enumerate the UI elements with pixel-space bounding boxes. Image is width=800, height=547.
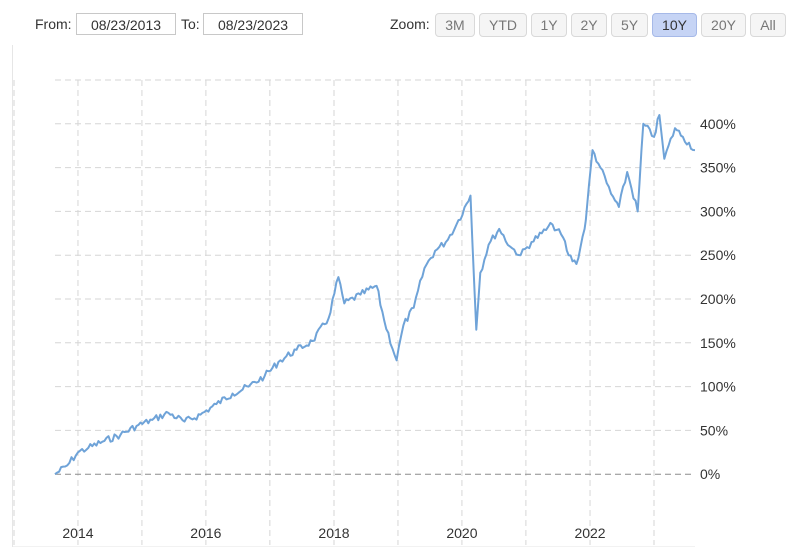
to-date-input[interactable]: 08/23/2023 (203, 13, 303, 35)
zoom-3m-button[interactable]: 3M (435, 13, 475, 37)
y-tick-label: 50% (700, 422, 728, 438)
zoom-5y-label: 5Y (620, 17, 639, 33)
series-line (54, 114, 696, 475)
y-tick-label: 100% (700, 379, 736, 395)
from-date-input[interactable]: 08/23/2013 (76, 13, 176, 35)
zoom-1y-button[interactable]: 1Y (531, 13, 567, 37)
to-label: To: (181, 16, 200, 32)
chart-left-border (0, 45, 13, 547)
zoom-10y-label: 10Y (662, 17, 687, 33)
y-tick-label: 400% (700, 116, 736, 132)
y-axis-tick-labels: 0% 50% 100% 150% 200% 250% 300% 350% 400% (700, 116, 736, 482)
grid-layer (13, 79, 695, 545)
zoom-2y-label: 2Y (580, 17, 598, 33)
x-axis-tick-labels: 2014 2016 2018 2020 2022 (62, 525, 605, 541)
zoom-10y-button[interactable]: 10Y (652, 13, 697, 37)
zoom-ytd-label: YTD (489, 17, 517, 33)
x-tick-label: 2018 (318, 525, 349, 541)
zoom-2y-button[interactable]: 2Y (571, 13, 607, 37)
zoom-20y-label: 20Y (711, 17, 736, 33)
x-tick-label: 2014 (62, 525, 93, 541)
from-label: From: (35, 16, 72, 32)
series-layer (54, 114, 696, 475)
y-tick-label: 200% (700, 291, 736, 307)
zoom-5y-button[interactable]: 5Y (611, 13, 648, 37)
zoom-all-button[interactable]: All (750, 13, 786, 37)
y-tick-label: 250% (700, 247, 736, 263)
zoom-label: Zoom: (390, 16, 430, 32)
x-tick-label: 2022 (574, 525, 605, 541)
x-tick-label: 2020 (446, 525, 477, 541)
range-toolbar: From: 08/23/2013 To: 08/23/2023 Zoom: 3M… (0, 0, 800, 50)
zoom-all-label: All (760, 17, 776, 33)
x-tick-label: 2016 (190, 525, 221, 541)
y-tick-label: 0% (700, 466, 720, 482)
y-tick-label: 300% (700, 203, 736, 219)
y-tick-label: 350% (700, 160, 736, 176)
zoom-20y-button[interactable]: 20Y (701, 13, 746, 37)
zoom-3m-label: 3M (445, 17, 465, 33)
zoom-1y-label: 1Y (540, 17, 558, 33)
zoom-ytd-button[interactable]: YTD (479, 13, 527, 37)
y-tick-label: 150% (700, 335, 736, 351)
